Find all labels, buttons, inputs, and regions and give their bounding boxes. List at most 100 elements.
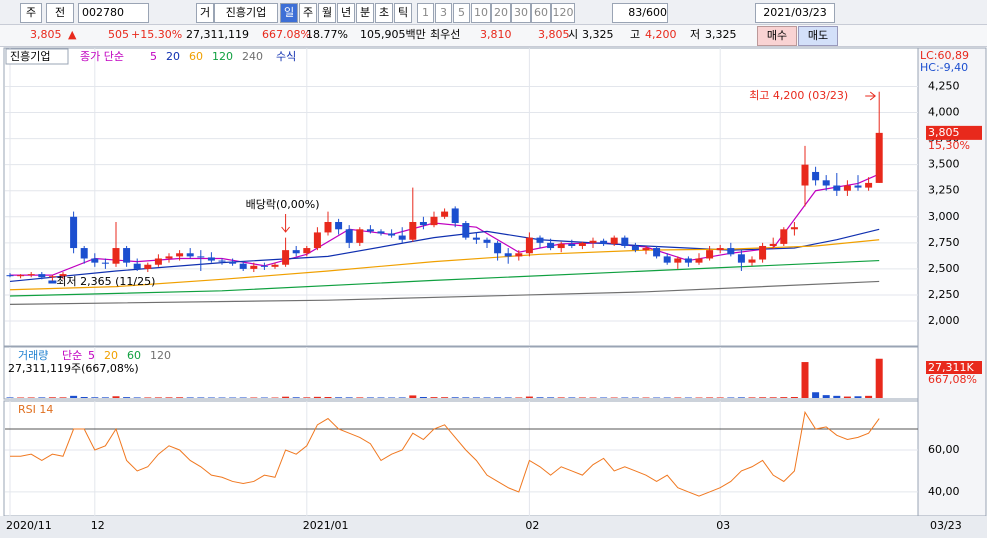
quote-amount: 105,905백만 [360, 28, 426, 41]
code-input[interactable]: 002780 [78, 3, 149, 23]
last-volume-box [926, 361, 982, 374]
candle-body [525, 237, 533, 254]
interval-button[interactable]: 10 [471, 3, 491, 23]
interval-button[interactable]: 5 [453, 3, 470, 23]
candle-body [557, 243, 565, 249]
candle-body [578, 242, 586, 246]
ma-line [9, 228, 880, 283]
candle-body [621, 237, 629, 246]
candle-body [441, 211, 449, 217]
interval-button[interactable]: 30 [511, 3, 531, 23]
candle-body [663, 256, 671, 263]
volume-bar [706, 397, 714, 398]
legend-entry: 20 [104, 349, 118, 362]
candle-body [504, 253, 512, 257]
volume-bar [865, 395, 873, 398]
y-tick-label: 40,00 [928, 485, 960, 498]
volume-bar [176, 397, 184, 398]
period-button[interactable]: 일 [280, 3, 298, 23]
interval-button[interactable]: 1 [417, 3, 434, 23]
volume-bar [282, 396, 290, 398]
candle-body [59, 274, 67, 277]
candle-body [165, 256, 173, 259]
ma-line [9, 259, 880, 297]
period-button[interactable]: 분 [356, 3, 374, 23]
interval-button[interactable]: 120 [551, 3, 575, 23]
candle-body [239, 263, 247, 269]
candle-body [759, 245, 767, 260]
annotation-arrow [865, 91, 877, 101]
candle-body [80, 248, 88, 259]
volume-legend: 거래량 [18, 349, 48, 362]
volume-bar [589, 397, 597, 398]
legend-ma: 종가 단순 [80, 50, 124, 63]
legend-entry: 120 [212, 50, 233, 63]
interval-button[interactable]: 20 [491, 3, 511, 23]
period-button[interactable]: 초 [375, 3, 393, 23]
name-input[interactable]: 진흥기업 [214, 3, 278, 23]
y-tick-label: 4,000 [928, 106, 960, 119]
y-tick-label: 2,750 [928, 236, 960, 249]
candle-body [494, 242, 502, 254]
legend-box [5, 48, 69, 65]
candle-body [218, 260, 226, 262]
volume-bar [547, 397, 555, 398]
volume-bar [462, 397, 470, 398]
volume-bar [345, 397, 353, 398]
prev-select[interactable]: 전 [46, 3, 74, 23]
sell-button[interactable]: 매도 [798, 26, 838, 46]
volume-bar [674, 397, 682, 398]
volume-bar [207, 397, 215, 398]
period-button[interactable]: 틱 [394, 3, 412, 23]
market-select[interactable]: 주 [20, 3, 42, 23]
last-volume-rate: 667,08% [928, 373, 977, 386]
interval-button[interactable]: 60 [531, 3, 551, 23]
candle-body [409, 221, 417, 240]
candle-body [123, 248, 131, 263]
x-axis-bg [0, 516, 987, 538]
candle-body [536, 237, 544, 243]
candle-body [176, 253, 184, 257]
period-button[interactable]: 월 [318, 3, 336, 23]
buy-button[interactable]: 매수 [757, 26, 797, 46]
volume-bar [313, 396, 321, 398]
volume-bar [303, 397, 311, 398]
legend-entry: 5 [150, 50, 157, 63]
candle-body [91, 258, 99, 263]
last-volume: 27,311K [928, 361, 974, 374]
period-button[interactable]: 년 [337, 3, 355, 23]
quote-high: 4,200 [645, 28, 677, 41]
volume-bar [48, 397, 56, 398]
quote-price: 3,805 [30, 28, 62, 41]
candle-body [875, 132, 883, 183]
quote-high-label: 고 [630, 28, 641, 41]
panel-frame [3, 346, 919, 400]
candle-body [653, 248, 661, 257]
type-button[interactable]: 거 [196, 3, 214, 23]
count-input[interactable]: 83/600 [612, 3, 668, 23]
volume-bar [356, 397, 364, 398]
volume-bar [663, 397, 671, 398]
quote-turnover: 18.77% [306, 28, 348, 41]
volume-bar [812, 392, 820, 398]
candle-body [303, 248, 311, 254]
legend-formula: 수식 [276, 50, 296, 63]
volume-legend-ma: 단순 [62, 349, 82, 362]
period-button[interactable]: 주 [299, 3, 317, 23]
x-tick-label: 12 [91, 519, 105, 532]
annotation-dividend: 배당락(0,00%) [246, 198, 320, 211]
rsi-title: RSI 14 [18, 403, 53, 416]
volume-bar [536, 397, 544, 398]
volume-bar [80, 396, 88, 398]
date-input[interactable]: 2021/03/23 [755, 3, 835, 23]
quote-low: 3,325 [705, 28, 737, 41]
candle-body [472, 237, 480, 240]
candle-body [112, 248, 120, 264]
volume-bar [854, 396, 862, 398]
candle-body [250, 265, 258, 269]
volume-bar [366, 397, 374, 398]
interval-button[interactable]: 3 [435, 3, 452, 23]
candle-body [748, 259, 756, 263]
volume-bar [101, 397, 109, 398]
last-rate: 15,30% [928, 139, 970, 152]
